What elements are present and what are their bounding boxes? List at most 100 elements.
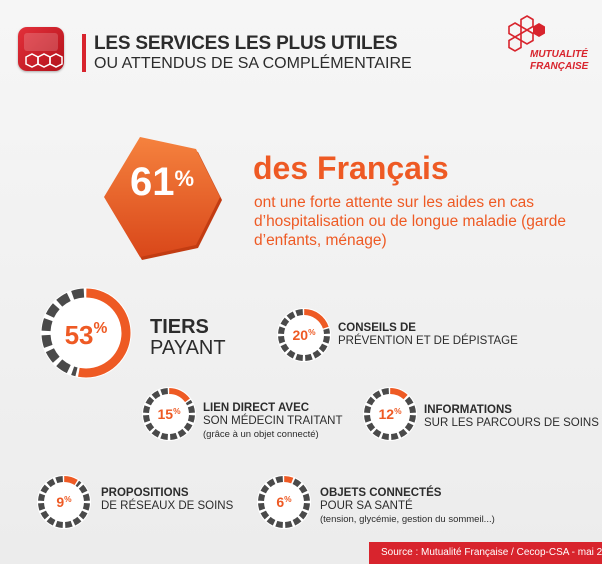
ring-empty-segment [55,520,64,528]
ring-empty-segment [46,516,56,526]
ring-filled-arc [168,388,190,403]
ring-value-objets-connectes: 6% [256,494,312,510]
title-accent-bar [82,34,86,72]
ring-empty-segment [404,422,414,432]
item-title-lien-direct: LIEN DIRECT AVEC [203,402,310,414]
ring-empty-segment [160,388,169,396]
ring-value-number: 12 [378,406,395,422]
item-subtitle-conseils: PRÉVENTION ET DE DÉPISTAGE [338,335,518,347]
ring-empty-segment [151,428,161,438]
ring-empty-segment [260,484,270,494]
ring-filled-arc [78,288,131,378]
brand-name-line1: MUTUALITÉ [530,49,588,60]
ring-empty-segment [275,476,284,484]
ring-value-number: 53 [64,320,94,350]
ring-value-propositions: 9% [36,494,92,510]
ring-empty-segment [366,396,376,406]
ring-empty-segment [284,520,293,528]
ring-empty-segment [295,353,304,361]
ring-empty-segment [266,478,276,488]
ring-empty-segment [258,493,266,502]
ring-empty-segment [151,390,161,400]
ring-background [142,387,196,441]
ring-empty-segment [364,405,372,414]
ring-empty-segment [56,359,71,374]
ring-value-number: 6 [276,494,285,510]
ring-value-informations: 12% [362,406,418,422]
ring-empty-segment [260,510,270,520]
ring-empty-segment [45,303,60,318]
ring-empty-segment [177,428,187,438]
ring-background [277,308,331,362]
item-title-conseils: CONSEILS DE [338,322,416,334]
ring-empty-segment [38,502,46,511]
ring-value-number: 9 [56,494,65,510]
ring-empty-segment [275,520,284,528]
source-footer: Source : Mutualité Française / Cecop-CSA… [369,542,602,564]
ring-empty-segment [312,349,322,359]
ring-empty-segment [145,396,155,406]
ring-background [363,387,417,441]
ring-empty-segment [45,348,60,363]
ring-empty-segment [295,309,304,317]
ring-empty-segment [404,396,414,406]
ring-value-percent: % [284,494,292,504]
ring-empty-segment [71,288,85,300]
ring-empty-segment [364,414,372,423]
item-title-propositions: PROPOSITIONS [101,487,189,499]
ring-value-percent: % [64,494,72,504]
ring-empty-segment [372,428,382,438]
ring-empty-segment [75,480,82,488]
ring-filled-arc [63,476,78,486]
ring-filled-arc [389,388,408,400]
ring-empty-segment [408,414,416,423]
ring-empty-segment [292,516,302,526]
ring-empty-segment [183,422,193,432]
hero-percentage-number: 61 [129,160,175,204]
ring-empty-segment [278,335,286,344]
hero-headline: des Français [253,150,449,186]
app-logo-icon [18,27,64,71]
ring-empty-segment [145,422,155,432]
ring-empty-segment [78,484,88,494]
ring-gauge-propositions [37,475,91,529]
ring-empty-segment [398,428,408,438]
ring-empty-segment [381,432,390,440]
ring-empty-segment [41,318,53,332]
ring-empty-segment [408,405,416,414]
ring-empty-segment [55,476,64,484]
ring-gauge-lien-direct [142,387,196,441]
ring-empty-segment [78,510,88,520]
ring-empty-segment [143,405,151,414]
ring-background [37,475,91,529]
brand-name-line2: FRANÇAISE [530,61,589,72]
ring-value-percent: % [173,406,181,416]
ring-empty-segment [169,432,178,440]
ring-empty-segment [72,516,82,526]
ring-value-lien-direct: 15% [141,406,197,422]
ring-empty-segment [40,510,50,520]
ring-empty-segment [366,422,376,432]
ring-empty-segment [187,414,195,423]
ring-value-conseils: 20% [276,327,332,343]
ring-empty-segment [160,432,169,440]
ring-gauge-tiers-payant [40,287,132,379]
ring-empty-segment [41,334,53,348]
ring-empty-segment [46,478,56,488]
item-note-lien-direct: (grâce à un objet connecté) [203,429,319,440]
ring-empty-segment [258,502,266,511]
ring-empty-segment [286,311,296,321]
item-subtitle-tiers: PAYANT [150,337,226,359]
hero-percentage-sign: % [174,166,195,191]
item-note-objets-connectes: (tension, glycémie, gestion du sommeil..… [320,514,495,525]
ring-filled-arc [284,476,294,484]
ring-empty-segment [292,478,302,488]
ring-empty-segment [82,493,90,502]
ring-empty-segment [302,502,310,511]
ring-empty-segment [82,502,90,511]
ring-empty-segment [286,349,296,359]
item-title-informations: INFORMATIONS [424,404,512,416]
item-subtitle-informations: SUR LES PARCOURS DE SOINS [424,417,599,429]
ring-value-percent: % [394,406,402,416]
